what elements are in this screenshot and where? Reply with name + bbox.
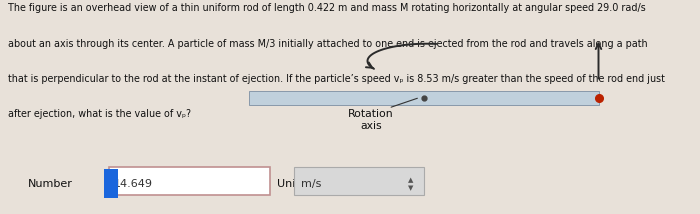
Text: Rotation
axis: Rotation axis [348,109,394,131]
Bar [108,167,270,195]
Text: m/s: m/s [301,179,321,189]
Bar [104,169,118,198]
Text: Units: Units [276,179,305,189]
Text: ▼: ▼ [408,185,414,191]
Bar [248,92,598,105]
Text: Number: Number [28,179,73,189]
Text: after ejection, what is the value of vₚ?: after ejection, what is the value of vₚ? [8,109,192,119]
Text: about an axis through its center. A particle of mass M/3 initially attached to o: about an axis through its center. A part… [8,39,648,49]
Text: that is perpendicular to the rod at the instant of ejection. If the particle’s s: that is perpendicular to the rod at the … [8,74,665,84]
Text: i: i [109,179,112,189]
Bar [294,167,424,195]
Text: ▲: ▲ [408,177,414,183]
Text: The figure is an overhead view of a thin uniform rod of length 0.422 m and mass : The figure is an overhead view of a thin… [8,3,646,13]
Text: 14.649: 14.649 [114,179,153,189]
